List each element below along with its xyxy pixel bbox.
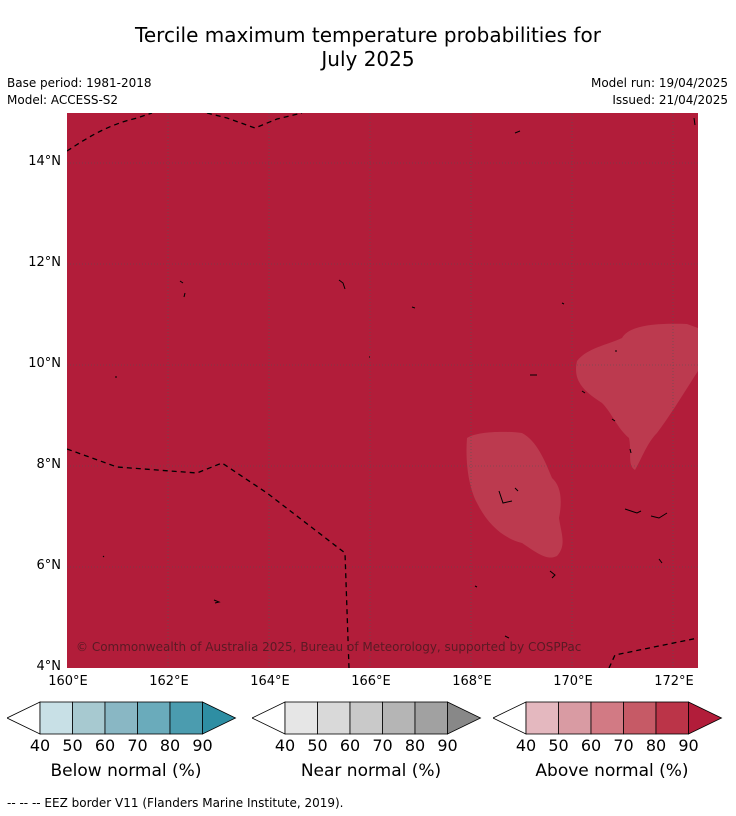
colorbar-tick-label: 80	[645, 736, 667, 755]
lon-label-168: 168°E	[452, 674, 492, 689]
colorbar-near	[252, 701, 482, 735]
eez-footnote: -- -- -- EEZ border V11 (Flanders Marine…	[7, 796, 344, 810]
colorbar-tick-label: 90	[678, 736, 699, 755]
colorbar-max-arrow	[447, 701, 482, 735]
colorbar-tick-label: 80	[159, 736, 181, 755]
colorbar-tick-label: 50	[62, 736, 83, 755]
colorbar-segment	[349, 701, 383, 735]
colorbar-title-near: Near normal (%)	[300, 761, 442, 781]
lat-label-6: 6°N	[36, 558, 62, 573]
model-run: Model run: 19/04/2025	[590, 76, 728, 90]
colorbar-segment	[558, 701, 592, 735]
base-period: Base period: 1981-2018	[7, 76, 152, 90]
colorbar-tick-label: 90	[192, 736, 213, 755]
meta-right: Model run: 19/04/2025 Issued: 21/04/2025	[591, 75, 728, 109]
lat-label-10: 10°N	[28, 356, 61, 371]
colorbar-tick-label: 40	[274, 736, 296, 755]
colorbar-min-arrow	[493, 701, 527, 735]
colorbar-tick-label: 40	[515, 736, 537, 755]
probability-patch-central	[466, 431, 563, 558]
colorbar-segment	[39, 701, 73, 735]
map-area	[67, 113, 698, 668]
eez-borders	[67, 113, 698, 668]
lon-label-164: 164°E	[250, 674, 290, 689]
colorbar-segment	[137, 701, 171, 735]
colorbar-min-arrow	[7, 701, 41, 735]
colorbar-tick-label: 90	[437, 736, 458, 755]
colorbar-title-above: Above normal (%)	[535, 761, 689, 781]
colorbar-segment	[72, 701, 106, 735]
colorbar-title-below: Below normal (%)	[50, 761, 202, 781]
lon-label-162: 162°E	[149, 674, 189, 689]
colorbar-max-arrow	[202, 701, 237, 735]
colorbar-segment	[104, 701, 138, 735]
lon-label-170: 170°E	[553, 674, 593, 689]
colorbar-tick-label: 60	[94, 736, 116, 755]
colorbar-above	[493, 701, 723, 735]
issued-date: Issued: 21/04/2025	[612, 93, 728, 107]
colorbar-tick-label: 40	[29, 736, 51, 755]
lat-label-14: 14°N	[28, 154, 61, 169]
meta-left: Base period: 1981-2018 Model: ACCESS-S2	[7, 75, 152, 109]
colorbar-tick-label: 60	[580, 736, 602, 755]
model-name: Model: ACCESS-S2	[7, 93, 119, 107]
lat-label-8: 8°N	[36, 457, 62, 472]
colorbar-segment	[655, 701, 689, 735]
colorbar-tick-label: 70	[613, 736, 634, 755]
chart-title-line2: July 2025	[321, 47, 415, 71]
colorbar-min-arrow	[252, 701, 286, 735]
colorbar-tick-label: 60	[339, 736, 361, 755]
lon-label-172: 172°E	[654, 674, 694, 689]
lat-label-4: 4°N	[36, 659, 62, 674]
colorbar-tick-label: 50	[548, 736, 569, 755]
colorbar-segment	[317, 701, 351, 735]
lon-label-166: 166°E	[351, 674, 391, 689]
colorbar-segment	[525, 701, 559, 735]
copyright-notice: © Commonwealth of Australia 2025, Bureau…	[76, 640, 582, 654]
colorbar-tick-label: 70	[372, 736, 393, 755]
probability-patch-east	[576, 323, 698, 470]
colorbar-segment	[169, 701, 203, 735]
colorbar-segment	[382, 701, 416, 735]
colorbar-below	[7, 701, 237, 735]
colorbar-tick-label: 50	[307, 736, 328, 755]
colorbar-max-arrow	[688, 701, 723, 735]
lon-label-160: 160°E	[48, 674, 88, 689]
colorbar-tick-label: 70	[127, 736, 148, 755]
colorbar-segment	[284, 701, 318, 735]
colorbar-segment	[590, 701, 624, 735]
lat-label-12: 12°N	[28, 255, 61, 270]
islands	[102, 117, 696, 639]
graticule	[67, 113, 698, 668]
colorbar-segment	[623, 701, 657, 735]
colorbar-segment	[414, 701, 448, 735]
colorbar-tick-label: 80	[404, 736, 426, 755]
chart-title-line1: Tercile maximum temperature probabilitie…	[135, 23, 601, 47]
